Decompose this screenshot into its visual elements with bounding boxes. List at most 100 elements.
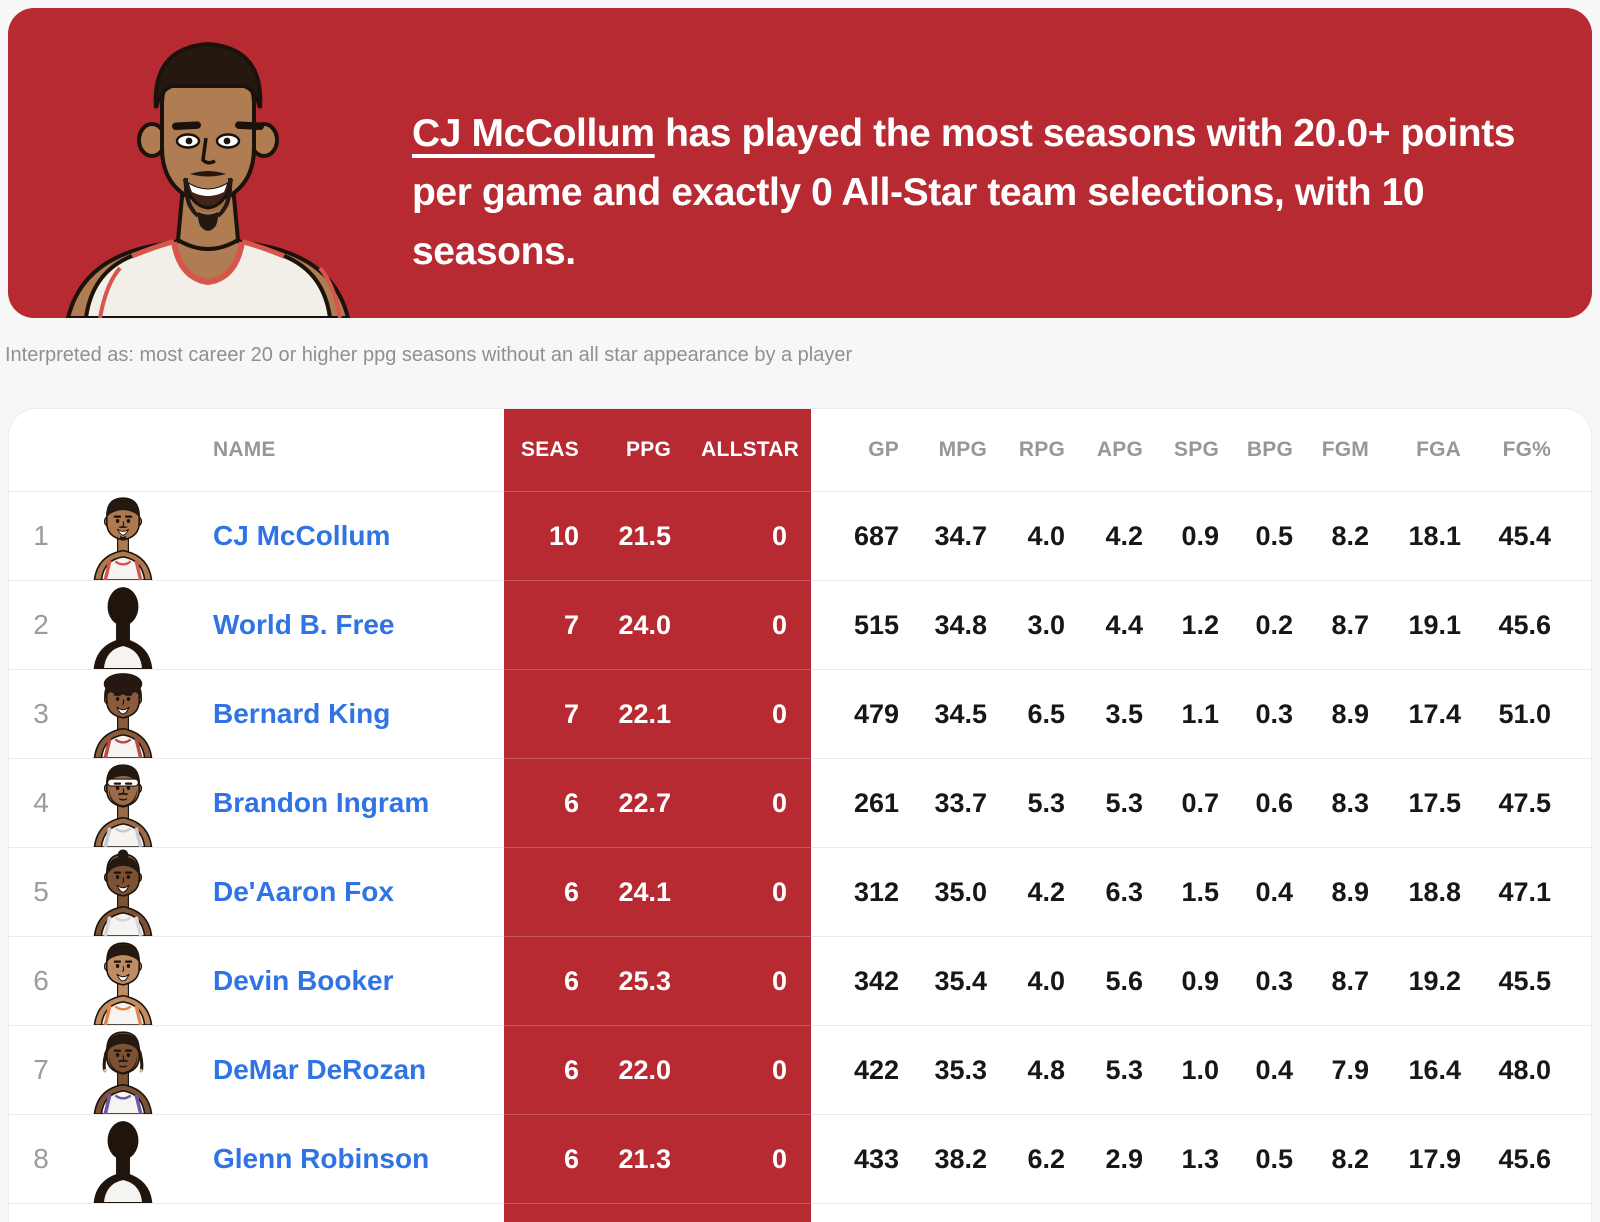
filler-cell — [1461, 1203, 1551, 1222]
cell-bpg: 0.3 — [1219, 669, 1293, 758]
player-avatar-icon — [73, 847, 173, 936]
cell-bpg: 0.4 — [1219, 1025, 1293, 1114]
cell-mpg: 35.0 — [899, 847, 987, 936]
player-link[interactable]: World B. Free — [213, 609, 395, 640]
cell-allstar: 0 — [681, 580, 811, 669]
col-header-name: NAME — [213, 438, 276, 461]
cell-rpg: 5.3 — [987, 758, 1065, 847]
cell-gp: 515 — [811, 580, 899, 669]
cell-spg: 1.5 — [1143, 847, 1219, 936]
cell-bpg: 0.2 — [1219, 580, 1293, 669]
cell-fga: 17.5 — [1369, 758, 1461, 847]
col-header-bpg: BPG — [1246, 438, 1293, 461]
cell-apg: 5.3 — [1065, 758, 1143, 847]
cell-ppg: 21.3 — [589, 1114, 681, 1203]
cell-apg: 5.3 — [1065, 1025, 1143, 1114]
player-link[interactable]: De'Aaron Fox — [213, 876, 394, 907]
cell-fgp: 47.5 — [1461, 758, 1551, 847]
answer-banner: CJ McCollum has played the most seasons … — [8, 8, 1592, 318]
stats-table-header: NAME SEAS PPG ALLSTAR GP MPG RPG APG SPG BPG FGM FG… — [9, 409, 1591, 491]
filler-cell — [1551, 1203, 1591, 1222]
cell-gp: 342 — [811, 936, 899, 1025]
cell-ppg: 22.1 — [589, 669, 681, 758]
cell-ppg: 25.3 — [589, 936, 681, 1025]
cell-spg: 1.2 — [1143, 580, 1219, 669]
player-link[interactable]: Glenn Robinson — [213, 1143, 430, 1174]
col-header-allstar: ALLSTAR — [681, 409, 811, 491]
cell-rpg: 4.8 — [987, 1025, 1065, 1114]
cell-gp: 261 — [811, 758, 899, 847]
cell-pad — [1551, 1025, 1591, 1114]
cell-fgm: 7.9 — [1293, 1025, 1369, 1114]
col-header-ppg: PPG — [589, 409, 681, 491]
filler-cell — [899, 1203, 987, 1222]
player-link[interactable]: Devin Booker — [213, 965, 394, 996]
player-link[interactable]: CJ McCollum — [213, 520, 391, 551]
cell-rank: 1 — [9, 491, 73, 580]
cell-seas: 7 — [504, 669, 589, 758]
col-header-rank — [9, 409, 73, 491]
cell-gp: 433 — [811, 1114, 899, 1203]
player-avatar-icon — [73, 491, 173, 580]
cell-fgp: 48.0 — [1461, 1025, 1551, 1114]
player-link[interactable]: Brandon Ingram — [213, 787, 430, 818]
col-header-fgm: FGM — [1321, 438, 1369, 461]
filler-cell — [504, 1203, 589, 1222]
filler-cell — [1369, 1203, 1461, 1222]
filler-cell — [9, 1203, 73, 1222]
table-row: 8 Glenn Robinson 6 21.3 0 433 38.2 6.2 2.9 1.3 0.… — [9, 1114, 1591, 1203]
cell-allstar: 0 — [681, 758, 811, 847]
cell-seas: 6 — [504, 1025, 589, 1114]
cell-ppg: 24.1 — [589, 847, 681, 936]
cell-bpg: 0.6 — [1219, 758, 1293, 847]
cell-fga: 18.1 — [1369, 491, 1461, 580]
cell-apg: 3.5 — [1065, 669, 1143, 758]
cell-mpg: 34.5 — [899, 669, 987, 758]
cell-bpg: 0.5 — [1219, 1114, 1293, 1203]
cell-fgm: 8.7 — [1293, 580, 1369, 669]
cell-seas: 6 — [504, 847, 589, 936]
cell-spg: 0.9 — [1143, 491, 1219, 580]
cell-spg: 0.7 — [1143, 758, 1219, 847]
col-header-fga: FGA — [1416, 438, 1461, 461]
cell-rpg: 3.0 — [987, 580, 1065, 669]
cell-apg: 2.9 — [1065, 1114, 1143, 1203]
filler-cell — [1219, 1203, 1293, 1222]
stats-table-body: 1 CJ McCollum 10 21.5 0 687 34.7 4.0 4.2 0.9 0.5 8… — [9, 491, 1591, 1203]
cell-mpg: 35.3 — [899, 1025, 987, 1114]
cell-apg: 4.4 — [1065, 580, 1143, 669]
table-row: 7 DeMar DeRozan 6 22.0 0 422 35.3 4.8 5.3 1.0 0.4… — [9, 1025, 1591, 1114]
cell-rank: 4 — [9, 758, 73, 847]
cell-fga: 17.9 — [1369, 1114, 1461, 1203]
cell-bpg: 0.5 — [1219, 491, 1293, 580]
filler-cell — [1293, 1203, 1369, 1222]
cell-fgp: 51.0 — [1461, 669, 1551, 758]
cell-spg: 1.3 — [1143, 1114, 1219, 1203]
player-link[interactable]: Bernard King — [213, 698, 391, 729]
cell-allstar: 0 — [681, 847, 811, 936]
cell-name: Glenn Robinson — [173, 1114, 504, 1203]
cell-bpg: 0.4 — [1219, 847, 1293, 936]
cell-gp: 687 — [811, 491, 899, 580]
cell-fga: 16.4 — [1369, 1025, 1461, 1114]
table-filler-strip — [9, 1203, 1591, 1222]
col-header-gp: GP — [868, 438, 899, 461]
filler-cell — [811, 1203, 899, 1222]
cell-rpg: 6.5 — [987, 669, 1065, 758]
cell-name: DeMar DeRozan — [173, 1025, 504, 1114]
player-illustration — [40, 28, 400, 318]
cell-rank: 5 — [9, 847, 73, 936]
player-avatar-icon — [73, 1114, 173, 1203]
filler-cell — [173, 1203, 504, 1222]
cell-name: World B. Free — [173, 580, 504, 669]
player-name-link[interactable]: CJ McCollum — [412, 112, 655, 155]
cell-ppg: 22.0 — [589, 1025, 681, 1114]
cell-pad — [1551, 936, 1591, 1025]
cell-fgm: 8.3 — [1293, 758, 1369, 847]
col-header-mpg: MPG — [938, 438, 987, 461]
cell-pad — [1551, 580, 1591, 669]
player-link[interactable]: DeMar DeRozan — [213, 1054, 427, 1085]
filler-cell — [589, 1203, 681, 1222]
cell-fgm: 8.2 — [1293, 1114, 1369, 1203]
cell-gp: 422 — [811, 1025, 899, 1114]
